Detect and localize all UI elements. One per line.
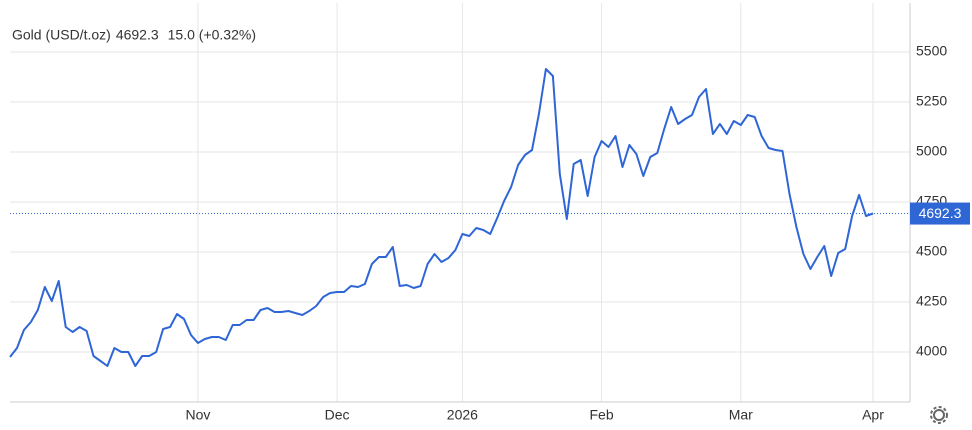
y-tick-label: 5250: [916, 93, 947, 109]
y-tick-label: 4500: [916, 243, 947, 259]
x-tick-label: Apr: [862, 407, 884, 423]
gear-teeth[interactable]: [930, 406, 948, 424]
last-price-label: 4692.3: [919, 205, 962, 221]
chart-title: Gold (USD/t.oz): [12, 27, 111, 43]
y-tick-label: 4000: [916, 343, 947, 359]
gear[interactable]: [933, 409, 945, 421]
last-price-badge: [910, 202, 970, 225]
settings-icon[interactable]: [930, 406, 948, 424]
y-tick-label: 4250: [916, 293, 947, 309]
price-line: [9, 68, 874, 367]
header-change: 15.0 (+0.32%): [168, 27, 256, 43]
x-tick-label: Nov: [185, 407, 210, 423]
x-tick-label: Mar: [729, 407, 753, 423]
x-tick-label: Feb: [590, 407, 614, 423]
y-tick-label: 5500: [916, 43, 947, 59]
y-tick-label: 5000: [916, 143, 947, 159]
x-tick-label: Dec: [325, 407, 350, 423]
x-tick-label: 2026: [447, 407, 478, 423]
header-price: 4692.3: [116, 27, 159, 43]
